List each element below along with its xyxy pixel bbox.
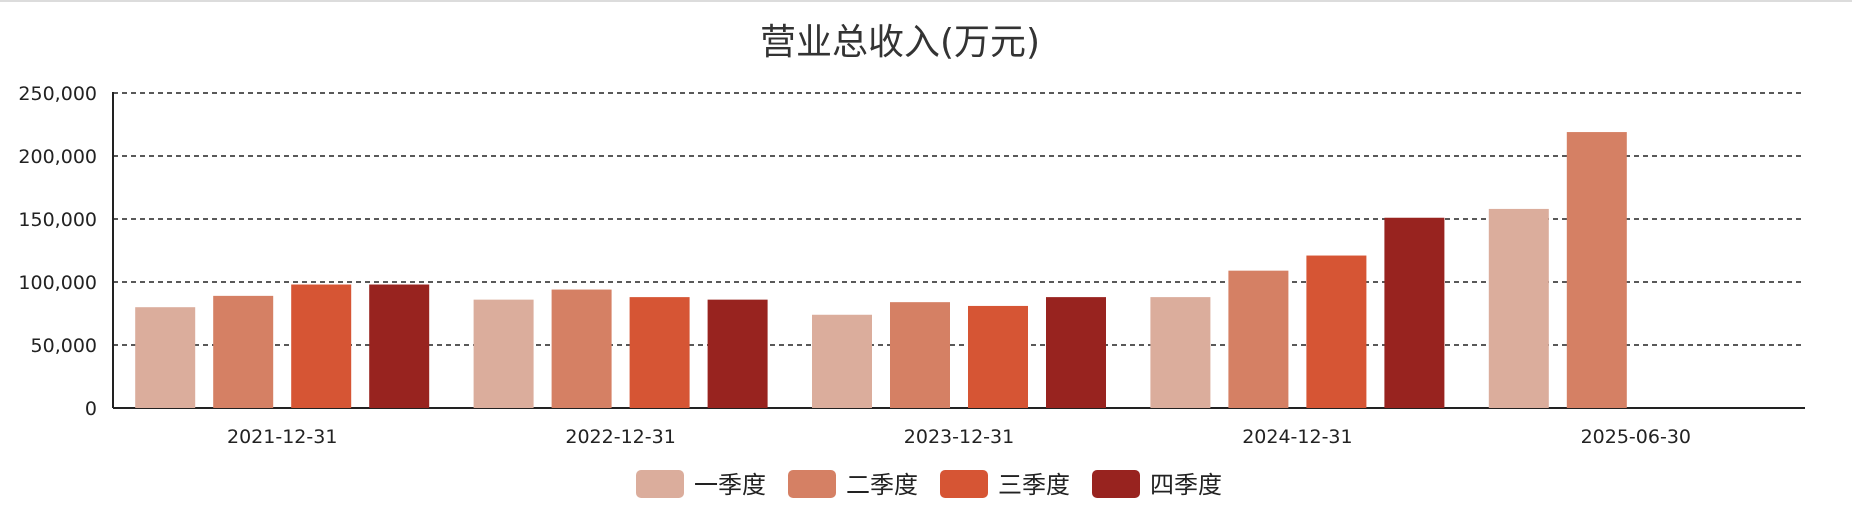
legend-swatch: [636, 470, 684, 498]
bar[interactable]: [1150, 297, 1211, 408]
bar[interactable]: [707, 299, 768, 408]
y-tick-label: 250,000: [18, 83, 97, 105]
bar[interactable]: [369, 284, 430, 408]
bar[interactable]: [1228, 270, 1289, 408]
y-tick-label: 200,000: [18, 146, 97, 168]
legend-swatch: [1092, 470, 1140, 498]
x-tick-label: 2024-12-31: [1242, 426, 1352, 448]
bar[interactable]: [291, 284, 352, 408]
bars-layer: [135, 132, 1627, 408]
legend-label: 一季度: [694, 471, 766, 499]
x-tick-label: 2023-12-31: [904, 426, 1014, 448]
bar[interactable]: [629, 297, 690, 408]
legend-swatch: [788, 470, 836, 498]
x-tick-label: 2022-12-31: [565, 426, 675, 448]
axis-layer: 0 50,000 100,000 150,000 200,000 250,000 2021-…: [18, 83, 1805, 448]
bar[interactable]: [968, 305, 1028, 408]
bar[interactable]: [1306, 255, 1367, 408]
legend-item[interactable]: 四季度: [1092, 470, 1222, 499]
legend[interactable]: 一季度 二季度 三季度 四季度: [636, 470, 1222, 499]
legend-label: 三季度: [998, 471, 1070, 499]
legend-item[interactable]: 一季度: [636, 470, 766, 499]
bar[interactable]: [1046, 297, 1106, 408]
bar[interactable]: [135, 307, 196, 408]
bar[interactable]: [213, 295, 274, 408]
y-tick-label: 50,000: [31, 335, 97, 357]
legend-item[interactable]: 三季度: [940, 470, 1070, 499]
y-tick-label: 100,000: [18, 272, 97, 294]
legend-item[interactable]: 二季度: [788, 470, 918, 499]
bar[interactable]: [551, 289, 612, 408]
chart-title: 营业总收入(万元): [760, 22, 1040, 63]
legend-swatch: [940, 470, 988, 498]
bar[interactable]: [1488, 208, 1549, 408]
bar[interactable]: [1384, 217, 1445, 408]
legend-label: 二季度: [846, 471, 918, 499]
bar[interactable]: [473, 299, 534, 408]
bar[interactable]: [1566, 132, 1627, 408]
legend-label: 四季度: [1150, 471, 1222, 499]
y-tick-label: 150,000: [18, 209, 97, 231]
y-tick-label: 0: [85, 398, 97, 420]
bar[interactable]: [890, 302, 950, 408]
x-tick-label: 2021-12-31: [227, 426, 337, 448]
grid-layer: [113, 92, 1805, 346]
x-tick-label: 2025-06-30: [1581, 426, 1691, 448]
bar[interactable]: [812, 314, 872, 408]
